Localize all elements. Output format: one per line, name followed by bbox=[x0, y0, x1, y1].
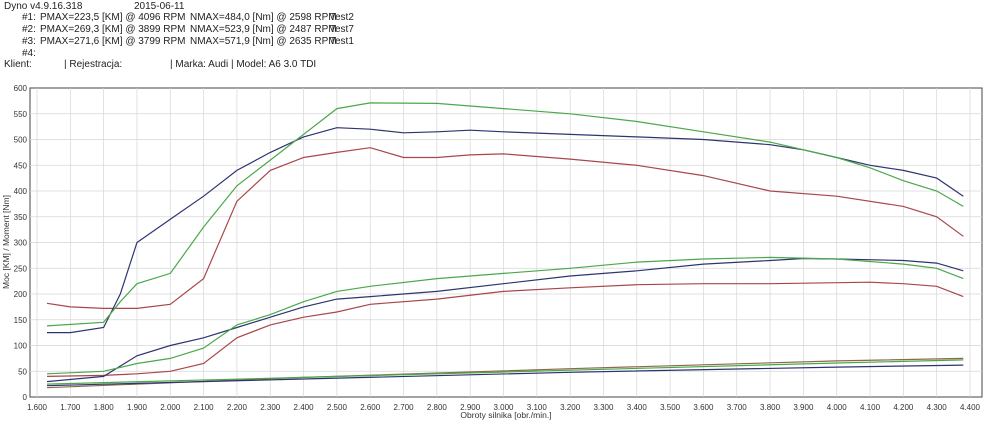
y-tick-label: 550 bbox=[14, 110, 28, 119]
series-group bbox=[46, 102, 964, 389]
y-tick-label: 200 bbox=[14, 290, 28, 299]
run-id: #2: bbox=[22, 24, 36, 35]
run-nmax: NMAX=571,9 [Nm] @ 2635 RPM bbox=[190, 36, 337, 47]
x-tick-label: 2.600 bbox=[360, 403, 381, 412]
series-line-test1-loss bbox=[46, 359, 964, 385]
x-tick-label: 2.500 bbox=[327, 403, 348, 412]
x-tick-label: 3.500 bbox=[660, 403, 681, 412]
run-nmax: NMAX=484,0 [Nm] @ 2598 RPM bbox=[190, 12, 337, 23]
x-tick-label: 4.400 bbox=[960, 403, 981, 412]
series-line-test2-torque bbox=[46, 147, 964, 309]
run-nmax: NMAX=523,9 [Nm] @ 2487 RPM bbox=[190, 24, 337, 35]
x-tick-label: 2.300 bbox=[260, 403, 281, 412]
registration-label: | Rejestracja: bbox=[64, 59, 123, 70]
x-tick-label: 3.700 bbox=[727, 403, 748, 412]
x-tick-label: 2.000 bbox=[160, 403, 181, 412]
x-axis-label: Obroty silnika [obr./min.] bbox=[460, 410, 551, 420]
series-line-test1-power bbox=[46, 256, 964, 375]
x-tick-label: 4.100 bbox=[860, 403, 881, 412]
x-tick-label: 3.400 bbox=[627, 403, 648, 412]
run-pmax: PMAX=271,6 [KM] @ 3799 RPM bbox=[40, 36, 186, 47]
client-label: Klient: bbox=[4, 59, 32, 70]
run-id: #3: bbox=[22, 36, 36, 47]
x-tick-label: 3.300 bbox=[593, 403, 614, 412]
run-test: Test2 bbox=[330, 12, 354, 23]
x-tick-label: 2.100 bbox=[194, 403, 215, 412]
run-id: #1: bbox=[22, 12, 36, 23]
y-tick-label: 600 bbox=[14, 84, 28, 93]
x-tick-label: 2.900 bbox=[460, 403, 481, 412]
x-tick-label: 3.900 bbox=[793, 403, 814, 412]
x-tick-label: 2.800 bbox=[427, 403, 448, 412]
report-header: Dyno v4.9.16.318 2015-06-11 #1: PMAX=223… bbox=[4, 0, 994, 70]
series-line-test7-loss bbox=[46, 364, 964, 387]
y-tick-label: 0 bbox=[23, 393, 28, 402]
run-pmax: PMAX=223,5 [KM] @ 4096 RPM bbox=[40, 12, 186, 23]
y-tick-label: 450 bbox=[14, 161, 28, 170]
y-tick-label: 300 bbox=[14, 239, 28, 248]
series-line-test1-torque bbox=[46, 102, 964, 327]
x-tick-label: 3.100 bbox=[527, 403, 548, 412]
x-tick-label: 2.200 bbox=[227, 403, 248, 412]
grid bbox=[29, 87, 983, 398]
x-tick-label: 1.800 bbox=[94, 403, 115, 412]
series-line-test2-power bbox=[46, 281, 964, 377]
y-tick-label: 250 bbox=[14, 264, 28, 273]
x-tick-label: 1.700 bbox=[60, 403, 81, 412]
run-test: Test7 bbox=[330, 24, 354, 35]
y-tick-label: 400 bbox=[14, 187, 28, 196]
y-tick-label: 100 bbox=[14, 342, 28, 351]
x-tick-label: 2.700 bbox=[394, 403, 415, 412]
x-tick-label: 4.000 bbox=[827, 403, 848, 412]
ticks: 1.600 1.700 1.800 1.900 2.000 2.100 2.200 2.300… bbox=[14, 84, 981, 412]
run-id: #4: bbox=[22, 48, 36, 59]
x-tick-label: 1.600 bbox=[27, 403, 48, 412]
x-tick-label: 4.300 bbox=[927, 403, 948, 412]
y-tick-label: 50 bbox=[18, 367, 27, 376]
make-model-label: | Marka: Audi | Model: A6 3.0 TDI bbox=[170, 59, 317, 70]
x-tick-label: 1.900 bbox=[127, 403, 148, 412]
test-date: 2015-06-11 bbox=[134, 1, 185, 12]
x-tick-label: 3.000 bbox=[493, 403, 514, 412]
x-tick-label: 4.200 bbox=[893, 403, 914, 412]
run-pmax: PMAX=269,3 [KM] @ 3899 RPM bbox=[40, 24, 186, 35]
app-version: Dyno v4.9.16.318 bbox=[4, 1, 83, 12]
x-tick-label: 3.800 bbox=[760, 403, 781, 412]
y-tick-label: 350 bbox=[14, 213, 28, 222]
x-tick-label: 3.200 bbox=[560, 403, 581, 412]
run-test: Test1 bbox=[330, 36, 354, 47]
y-tick-label: 500 bbox=[14, 136, 28, 145]
y-axis-label: Moc [KM] / Moment [Nm] bbox=[1, 195, 11, 289]
x-tick-label: 3.600 bbox=[693, 403, 714, 412]
x-tick-label: 2.400 bbox=[294, 403, 315, 412]
y-tick-label: 150 bbox=[14, 316, 28, 325]
